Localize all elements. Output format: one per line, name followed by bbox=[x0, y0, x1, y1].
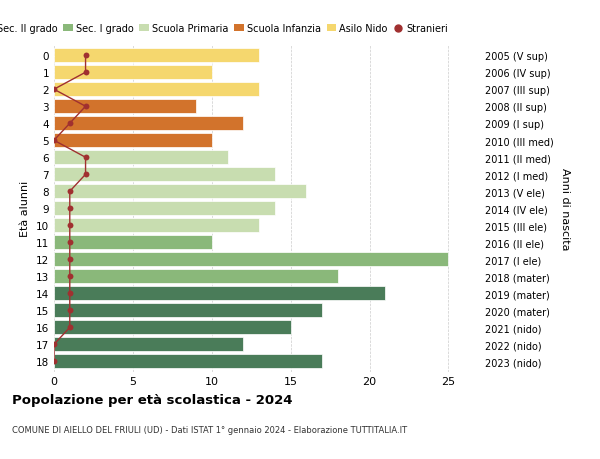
Bar bbox=[54, 100, 196, 114]
Bar bbox=[54, 321, 290, 335]
Bar bbox=[54, 185, 307, 199]
Legend: Sec. II grado, Sec. I grado, Scuola Primaria, Scuola Infanzia, Asilo Nido, Stran: Sec. II grado, Sec. I grado, Scuola Prim… bbox=[0, 20, 452, 38]
Point bbox=[49, 341, 59, 348]
Text: Popolazione per età scolastica - 2024: Popolazione per età scolastica - 2024 bbox=[12, 393, 293, 406]
Point bbox=[65, 290, 74, 297]
Y-axis label: Età alunni: Età alunni bbox=[20, 181, 31, 237]
Bar bbox=[54, 253, 448, 267]
Point bbox=[81, 103, 91, 111]
Point bbox=[65, 120, 74, 128]
Bar bbox=[54, 338, 244, 352]
Bar bbox=[54, 270, 338, 284]
Point bbox=[65, 307, 74, 314]
Point bbox=[65, 239, 74, 246]
Text: COMUNE DI AIELLO DEL FRIULI (UD) - Dati ISTAT 1° gennaio 2024 - Elaborazione TUT: COMUNE DI AIELLO DEL FRIULI (UD) - Dati … bbox=[12, 425, 407, 434]
Point bbox=[65, 273, 74, 280]
Point bbox=[65, 205, 74, 213]
Point bbox=[49, 358, 59, 365]
Bar bbox=[54, 168, 275, 182]
Bar bbox=[54, 304, 322, 318]
Bar bbox=[54, 83, 259, 97]
Point bbox=[49, 86, 59, 94]
Bar bbox=[54, 49, 259, 63]
Bar bbox=[54, 202, 275, 216]
Y-axis label: Anni di nascita: Anni di nascita bbox=[560, 168, 570, 250]
Bar bbox=[54, 219, 259, 233]
Bar bbox=[54, 287, 385, 301]
Bar bbox=[54, 355, 322, 369]
Point bbox=[81, 154, 91, 162]
Point bbox=[81, 171, 91, 179]
Bar bbox=[54, 66, 212, 80]
Point bbox=[65, 222, 74, 230]
Point bbox=[65, 256, 74, 263]
Bar bbox=[54, 151, 227, 165]
Point bbox=[65, 324, 74, 331]
Bar bbox=[54, 134, 212, 148]
Bar bbox=[54, 236, 212, 250]
Point bbox=[65, 188, 74, 196]
Point bbox=[81, 52, 91, 60]
Point bbox=[49, 137, 59, 145]
Point bbox=[81, 69, 91, 77]
Bar bbox=[54, 117, 244, 131]
